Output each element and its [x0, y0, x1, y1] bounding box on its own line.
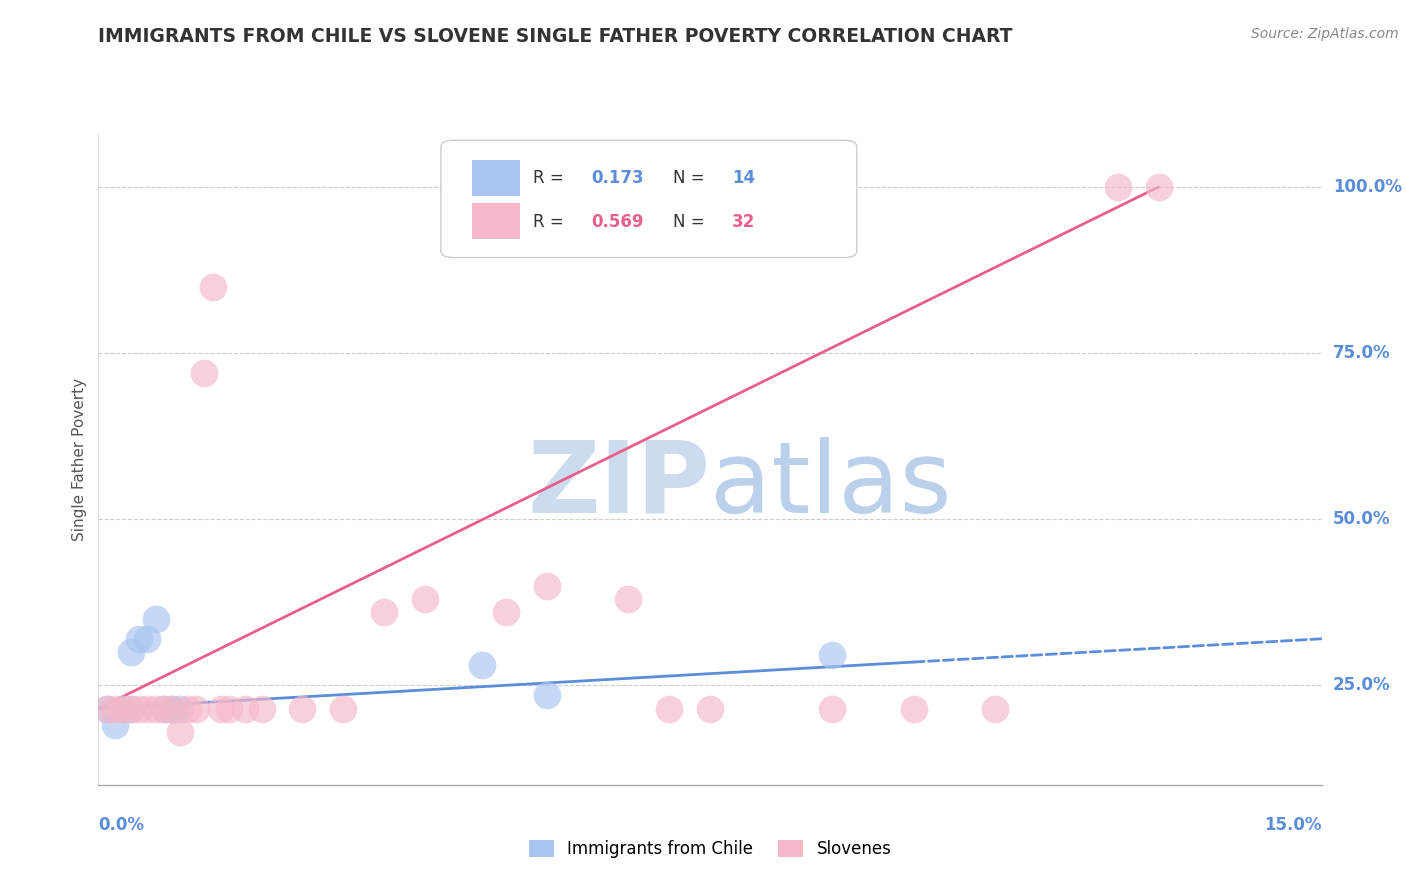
Point: [120, 701, 142, 715]
Point: [495, 605, 517, 619]
Text: 0.0%: 0.0%: [98, 816, 145, 834]
Point: [128, 701, 150, 715]
Text: N =: N =: [673, 212, 710, 231]
Point: [145, 612, 167, 626]
Point: [111, 701, 134, 715]
Point: [821, 701, 844, 715]
Text: R =: R =: [533, 169, 568, 187]
Point: [160, 701, 183, 715]
Text: R =: R =: [533, 212, 568, 231]
Point: [104, 701, 127, 715]
Text: 25.0%: 25.0%: [1333, 676, 1391, 694]
Point: [1147, 180, 1170, 194]
Text: 0.173: 0.173: [592, 169, 644, 187]
Point: [152, 701, 174, 715]
Point: [233, 701, 256, 715]
Point: [186, 701, 208, 715]
Text: 14: 14: [733, 169, 755, 187]
Text: Source: ZipAtlas.com: Source: ZipAtlas.com: [1251, 27, 1399, 41]
Text: atlas: atlas: [710, 437, 952, 534]
Point: [169, 724, 191, 739]
Point: [152, 701, 174, 715]
Point: [218, 701, 240, 715]
Point: [169, 701, 191, 715]
Point: [658, 701, 681, 715]
Point: [104, 718, 127, 732]
Point: [201, 279, 224, 293]
Point: [193, 366, 215, 380]
Point: [128, 632, 150, 646]
Text: ZIP: ZIP: [527, 437, 710, 534]
Text: IMMIGRANTS FROM CHILE VS SLOVENE SINGLE FATHER POVERTY CORRELATION CHART: IMMIGRANTS FROM CHILE VS SLOVENE SINGLE …: [98, 27, 1012, 45]
Y-axis label: Single Father Poverty: Single Father Poverty: [72, 378, 87, 541]
Point: [145, 701, 167, 715]
Point: [120, 701, 142, 715]
Point: [136, 632, 159, 646]
Point: [821, 648, 844, 663]
Point: [1107, 180, 1129, 194]
Point: [617, 591, 640, 606]
Legend: Immigrants from Chile, Slovenes: Immigrants from Chile, Slovenes: [522, 833, 898, 864]
Text: N =: N =: [673, 169, 710, 187]
FancyBboxPatch shape: [471, 160, 520, 195]
Point: [250, 701, 273, 715]
Point: [160, 701, 183, 715]
Point: [177, 701, 200, 715]
Point: [120, 645, 142, 659]
Point: [209, 701, 232, 715]
Point: [413, 591, 436, 606]
FancyBboxPatch shape: [471, 203, 520, 239]
Point: [903, 701, 925, 715]
Text: 75.0%: 75.0%: [1333, 344, 1391, 362]
Text: 0.569: 0.569: [592, 212, 644, 231]
Text: 15.0%: 15.0%: [1264, 816, 1322, 834]
Point: [96, 701, 118, 715]
Point: [536, 579, 558, 593]
Point: [471, 658, 494, 673]
Point: [332, 701, 354, 715]
Text: 32: 32: [733, 212, 755, 231]
Text: 100.0%: 100.0%: [1333, 178, 1402, 196]
Point: [536, 688, 558, 702]
Text: 50.0%: 50.0%: [1333, 510, 1391, 528]
Point: [984, 701, 1007, 715]
Point: [111, 701, 134, 715]
Point: [291, 701, 314, 715]
FancyBboxPatch shape: [441, 140, 856, 258]
Point: [699, 701, 721, 715]
Point: [373, 605, 395, 619]
Point: [96, 701, 118, 715]
Point: [136, 701, 159, 715]
